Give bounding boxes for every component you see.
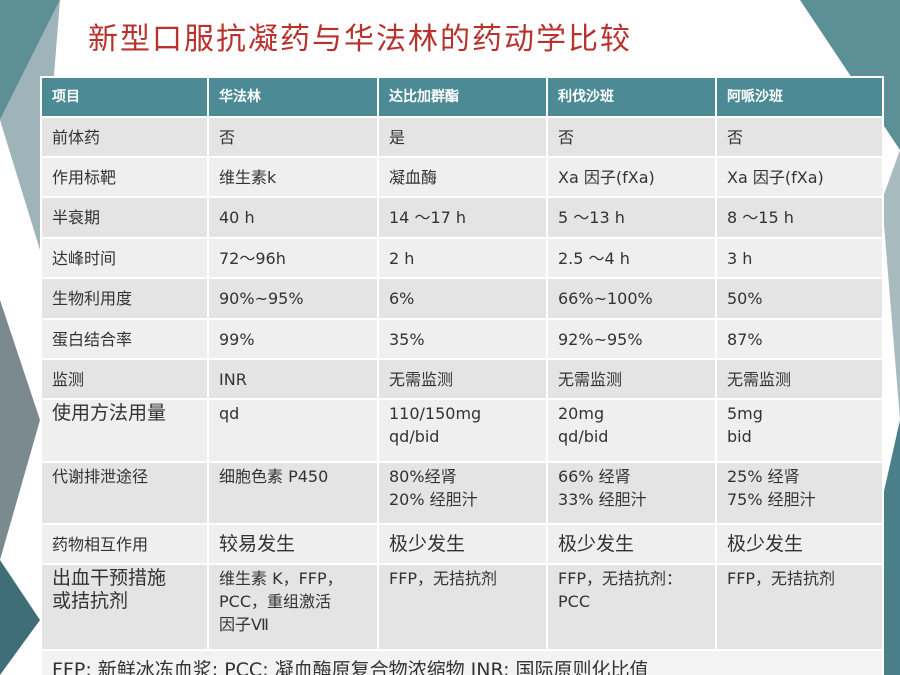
table-cell: 维生素 K，FFP， PCC，重组激活 因子Ⅶ (207, 563, 379, 651)
table-cell: 无需监测 (715, 358, 884, 400)
table-row: 蛋白结合率 99% 35% 92%~95% 87% (40, 318, 884, 360)
decor (882, 150, 900, 420)
table-cell: 80%经肾 20% 经胆汁 (377, 461, 548, 525)
table-row: 药物相互作用 较易发生 极少发生 极少发生 极少发生 (40, 523, 884, 565)
table-cell: 维生素k (207, 156, 379, 198)
table-cell: 达峰时间 (40, 237, 209, 279)
header-row: 项目 华法林 达比加群酯 利伐沙班 阿哌沙班 (40, 76, 884, 118)
table-row: 使用方法用量 qd 110/150mg qd/bid 20mg qd/bid 5mg b… (40, 398, 884, 463)
table-cell: 半衰期 (40, 196, 209, 239)
table-cell: 2.5 ～4 h (546, 237, 717, 279)
table-cell: 66%~100% (546, 277, 717, 320)
table-cell: 作用标靶 (40, 156, 209, 198)
table-cell: 否 (715, 116, 884, 158)
decor (0, 560, 40, 675)
table-cell: 生物利用度 (40, 277, 209, 320)
table-row: 代谢排泄途径 细胞色素 P450 80%经肾 20% 经胆汁 66% 经肾 33% 经… (40, 461, 884, 525)
table-cell: 较易发生 (207, 523, 379, 565)
table-cell: 66% 经肾 33% 经胆汁 (546, 461, 717, 525)
table-cell: qd (207, 398, 379, 463)
decor (0, 300, 40, 560)
table-cell: 监测 (40, 358, 209, 400)
footnote: FFP: 新鲜冰冻血浆; PCC: 凝血酶原复合物浓缩物 INR: 国际原则化比… (40, 649, 884, 675)
table-cell: FFP，无拮抗剂 (377, 563, 548, 651)
table-cell: 50% (715, 277, 884, 320)
table-cell: 无需监测 (546, 358, 717, 400)
table-cell: 否 (546, 116, 717, 158)
table-cell: 蛋白结合率 (40, 318, 209, 360)
table-cell: 凝血酶 (377, 156, 548, 198)
table-row: 监测 INR 无需监测 无需监测 无需监测 (40, 358, 884, 400)
table-cell: 8 ～15 h (715, 196, 884, 239)
table-cell: 72～96h (207, 237, 379, 279)
table-cell: 35% (377, 318, 548, 360)
table-cell: 3 h (715, 237, 884, 279)
table-cell: 否 (207, 116, 379, 158)
table-cell: 极少发生 (377, 523, 548, 565)
table-row: 作用标靶 维生素k 凝血酶 Xa 因子(fXa) Xa 因子(fXa) (40, 156, 884, 198)
table-cell: 无需监测 (377, 358, 548, 400)
table: 项目 华法林 达比加群酯 利伐沙班 阿哌沙班 前体药否是否否作用标靶 维生素k 凝血酶 Xa 因… (40, 76, 884, 675)
table-cell: 25% 经肾 75% 经胆汁 (715, 461, 884, 525)
table-cell: 出血干预措施 或拮抗剂 (40, 563, 209, 651)
table-cell: FFP，无拮抗剂 (715, 563, 884, 651)
table-row: 出血干预措施 或拮抗剂 维生素 K，FFP， PCC，重组激活 因子Ⅶ FFP，无拮… (40, 563, 884, 651)
table-cell: 110/150mg qd/bid (377, 398, 548, 463)
table-cell: 5 ～13 h (546, 196, 717, 239)
table-row: 前体药否是否否 (40, 116, 884, 158)
table-cell: 87% (715, 318, 884, 360)
header-cell: 利伐沙班 (546, 76, 717, 118)
header-cell: 达比加群酯 (377, 76, 548, 118)
table-cell: 6% (377, 277, 548, 320)
table-cell: INR (207, 358, 379, 400)
table-cell: 使用方法用量 (40, 398, 209, 463)
table-cell: 是 (377, 116, 548, 158)
table-cell: 细胞色素 P450 (207, 461, 379, 525)
table-cell: 20mg qd/bid (546, 398, 717, 463)
header-cell: 项目 (40, 76, 209, 118)
table-row: 生物利用度 90%~95% 6% 66%~100% 50% (40, 277, 884, 320)
table-cell: 极少发生 (546, 523, 717, 565)
header-cell: 阿哌沙班 (715, 76, 884, 118)
table-cell: 40 h (207, 196, 379, 239)
table-cell: 前体药 (40, 116, 209, 158)
table-cell: 极少发生 (715, 523, 884, 565)
title: 新型口服抗凝药与华法林的药动学比较 (88, 22, 632, 57)
table-cell: 99% (207, 318, 379, 360)
table-cell: 代谢排泄途径 (40, 461, 209, 525)
header-cell: 华法林 (207, 76, 379, 118)
table-cell: 14 ～17 h (377, 196, 548, 239)
table-cell: 药物相互作用 (40, 523, 209, 565)
table-cell: Xa 因子(fXa) (715, 156, 884, 198)
table-cell: 5mg bid (715, 398, 884, 463)
table-cell: 90%~95% (207, 277, 379, 320)
footnote-row: FFP: 新鲜冰冻血浆; PCC: 凝血酶原复合物浓缩物 INR: 国际原则化比… (40, 649, 884, 675)
table-cell: 92%~95% (546, 318, 717, 360)
table-cell: 2 h (377, 237, 548, 279)
table-cell: Xa 因子(fXa) (546, 156, 717, 198)
table-cell: FFP，无拮抗剂： PCC (546, 563, 717, 651)
